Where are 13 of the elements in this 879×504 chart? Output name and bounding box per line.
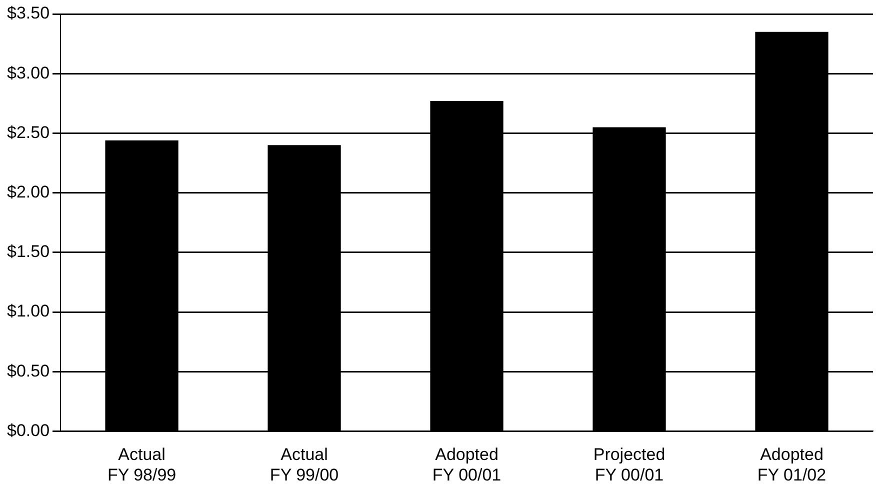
y-tick-label: $1.50 xyxy=(6,242,50,262)
x-tick-label: Actual FY 99/00 xyxy=(270,445,339,484)
y-tick-label: $2.50 xyxy=(6,122,50,142)
y-tick-label: $0.00 xyxy=(6,420,50,440)
x-tick-label: Adopted FY 00/01 xyxy=(432,445,502,484)
y-tick-label: $1.00 xyxy=(6,302,50,321)
y-tick-label: $3.50 xyxy=(6,4,50,23)
x-tick-label: Actual FY 98/99 xyxy=(107,445,176,484)
x-tick-label: Projected FY 00/01 xyxy=(593,445,666,484)
y-tick-label: $3.00 xyxy=(6,63,50,82)
x-tick-label: Adopted FY 01/02 xyxy=(757,445,826,484)
y-tick-label: $0.50 xyxy=(6,361,50,380)
y-tick-label: $2.00 xyxy=(6,182,50,202)
